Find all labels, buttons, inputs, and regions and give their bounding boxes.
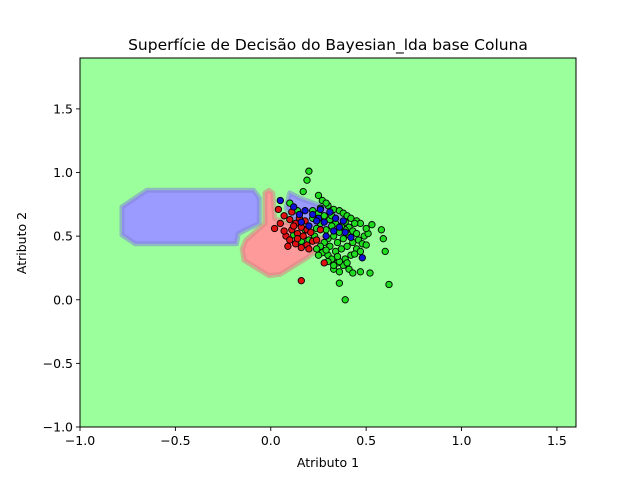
data-point (284, 242, 292, 250)
data-point (362, 241, 370, 249)
data-point (343, 242, 351, 250)
data-point (351, 219, 359, 228)
data-point (322, 199, 330, 207)
data-point (356, 247, 365, 256)
data-point (335, 223, 344, 231)
data-point (280, 227, 288, 235)
y-tick-label: 1.5 (53, 101, 73, 116)
data-point (331, 214, 340, 222)
x-tick-label: 1.0 (452, 433, 472, 448)
x-tick-label: 0.0 (261, 433, 281, 448)
data-point (339, 235, 347, 243)
data-point (381, 247, 389, 256)
data-point (320, 259, 328, 267)
data-point (293, 235, 302, 243)
x-axis: −1.0 −0.5 0.0 0.5 1.0 1.5 (65, 427, 567, 448)
data-point (301, 207, 309, 215)
data-point (333, 238, 342, 247)
chart-title: Superfície de Decisão do Bayesian_lda ba… (128, 36, 528, 55)
data-point (312, 236, 321, 244)
data-point (312, 245, 321, 253)
data-point (322, 232, 330, 240)
data-point (335, 279, 344, 287)
data-point (305, 222, 313, 230)
data-point (362, 224, 370, 233)
data-point (276, 219, 284, 228)
data-point (320, 218, 328, 226)
x-tick-label: 0.5 (356, 433, 376, 448)
data-point (307, 228, 315, 236)
data-point (303, 176, 311, 184)
data-point (330, 227, 338, 235)
data-point (366, 269, 374, 277)
data-point (326, 208, 334, 216)
y-tick-label: 0.5 (53, 229, 73, 244)
data-point (312, 217, 321, 225)
data-point (286, 215, 294, 224)
data-point (270, 224, 279, 233)
data-point (280, 212, 288, 220)
data-point (368, 221, 376, 229)
data-point (274, 205, 283, 214)
data-point (377, 226, 386, 234)
data-point (276, 196, 284, 205)
y-axis-label: Atributo 2 (14, 212, 29, 274)
x-tick-label: −1.0 (65, 433, 95, 448)
data-point (349, 269, 357, 277)
data-point (322, 246, 330, 254)
data-point (314, 191, 323, 200)
data-point (339, 217, 347, 225)
x-axis-label: Atributo 1 (297, 455, 359, 470)
data-point (343, 259, 351, 267)
x-tick-label: −0.5 (160, 433, 190, 448)
y-tick-label: −1.0 (43, 420, 73, 435)
data-point (385, 280, 393, 289)
data-point (290, 222, 298, 230)
y-tick-label: −0.5 (43, 356, 73, 371)
data-point (379, 235, 387, 243)
data-point (297, 277, 305, 285)
data-point (341, 228, 349, 236)
data-point (316, 226, 325, 234)
data-point (314, 251, 323, 259)
data-point (347, 233, 355, 242)
y-axis: −1.0 −0.5 0.0 0.5 1.0 1.5 (43, 101, 80, 435)
data-point (330, 261, 338, 270)
decision-region-blue-1 (119, 187, 262, 247)
y-tick-label: 0.0 (53, 292, 73, 307)
x-tick-label: 1.5 (547, 433, 567, 448)
data-point (290, 203, 298, 211)
data-point (333, 252, 342, 261)
data-point (305, 167, 313, 175)
data-point (316, 205, 325, 214)
data-point (305, 245, 313, 253)
data-point (352, 229, 361, 238)
plot-area (79, 57, 577, 428)
data-point (299, 187, 307, 196)
data-point (286, 236, 294, 244)
data-point (358, 254, 366, 262)
y-tick-label: 1.0 (53, 165, 73, 180)
data-point (309, 210, 317, 219)
plot-frame (79, 57, 577, 428)
data-point (297, 218, 305, 226)
data-point (341, 296, 349, 304)
data-point (295, 210, 304, 219)
data-point (356, 268, 365, 276)
